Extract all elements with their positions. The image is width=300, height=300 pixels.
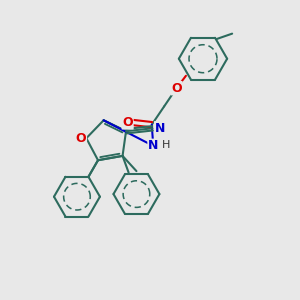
Text: H: H <box>162 140 170 150</box>
Text: N: N <box>155 122 165 135</box>
Text: O: O <box>76 132 86 145</box>
Text: N: N <box>148 140 158 152</box>
Text: O: O <box>122 116 133 129</box>
Text: O: O <box>171 82 182 95</box>
